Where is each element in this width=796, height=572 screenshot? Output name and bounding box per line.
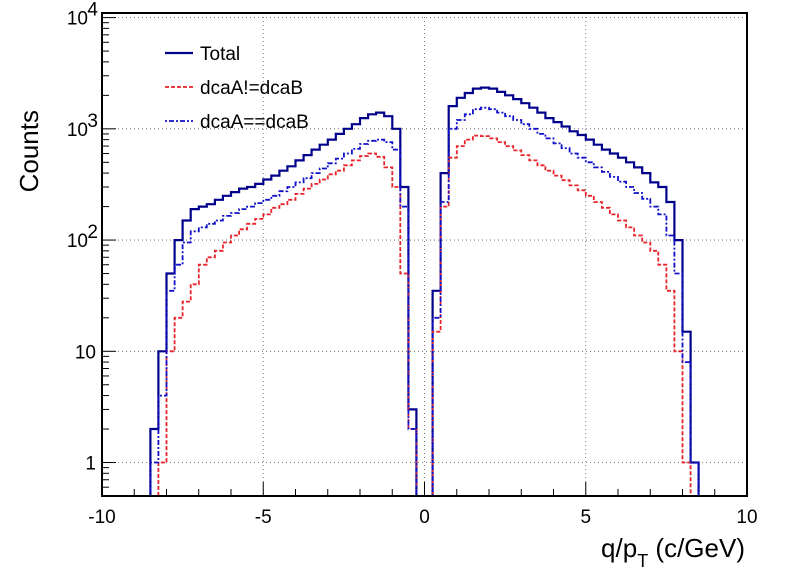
grid: [102, 13, 747, 496]
series-dcaa-dcab-4: [149, 138, 418, 496]
series-dcaa-dcab-3: [431, 134, 692, 496]
y-tick-exponent: 4: [87, 0, 98, 21]
y-tick-label: 10: [67, 9, 88, 30]
y-tick-label: 1: [85, 454, 96, 475]
x-tick-label: 5: [580, 507, 591, 528]
legend-label: Total: [200, 44, 240, 65]
x-tick-label: -10: [88, 507, 115, 528]
series-total-1: [431, 86, 700, 496]
y-tick-label: 10: [67, 120, 88, 141]
x-tick-label: 0: [419, 507, 430, 528]
axis-ticks: [101, 17, 748, 497]
y-axis-title: Counts: [14, 110, 44, 192]
legend: Total dcaA!=dcaB dcaA==dcaB: [165, 44, 309, 133]
series-total-0: [149, 111, 418, 496]
y-tick-label: 10: [75, 342, 96, 363]
y-tick-exponent: 2: [87, 222, 98, 243]
legend-label: dcaA!=dcaB: [200, 78, 303, 99]
legend-label: dcaA==dcaB: [200, 112, 309, 133]
x-tick-label: -5: [255, 507, 272, 528]
series-dcaa-dcab-5: [431, 106, 700, 496]
y-tick-label: 10: [67, 231, 88, 252]
x-axis-title: q/pT (c/GeV): [601, 533, 745, 571]
series-group: [149, 86, 700, 496]
y-tick-exponent: 3: [87, 111, 98, 132]
series-dcaa-dcab-2: [157, 152, 418, 496]
x-tick-label: 10: [736, 507, 757, 528]
